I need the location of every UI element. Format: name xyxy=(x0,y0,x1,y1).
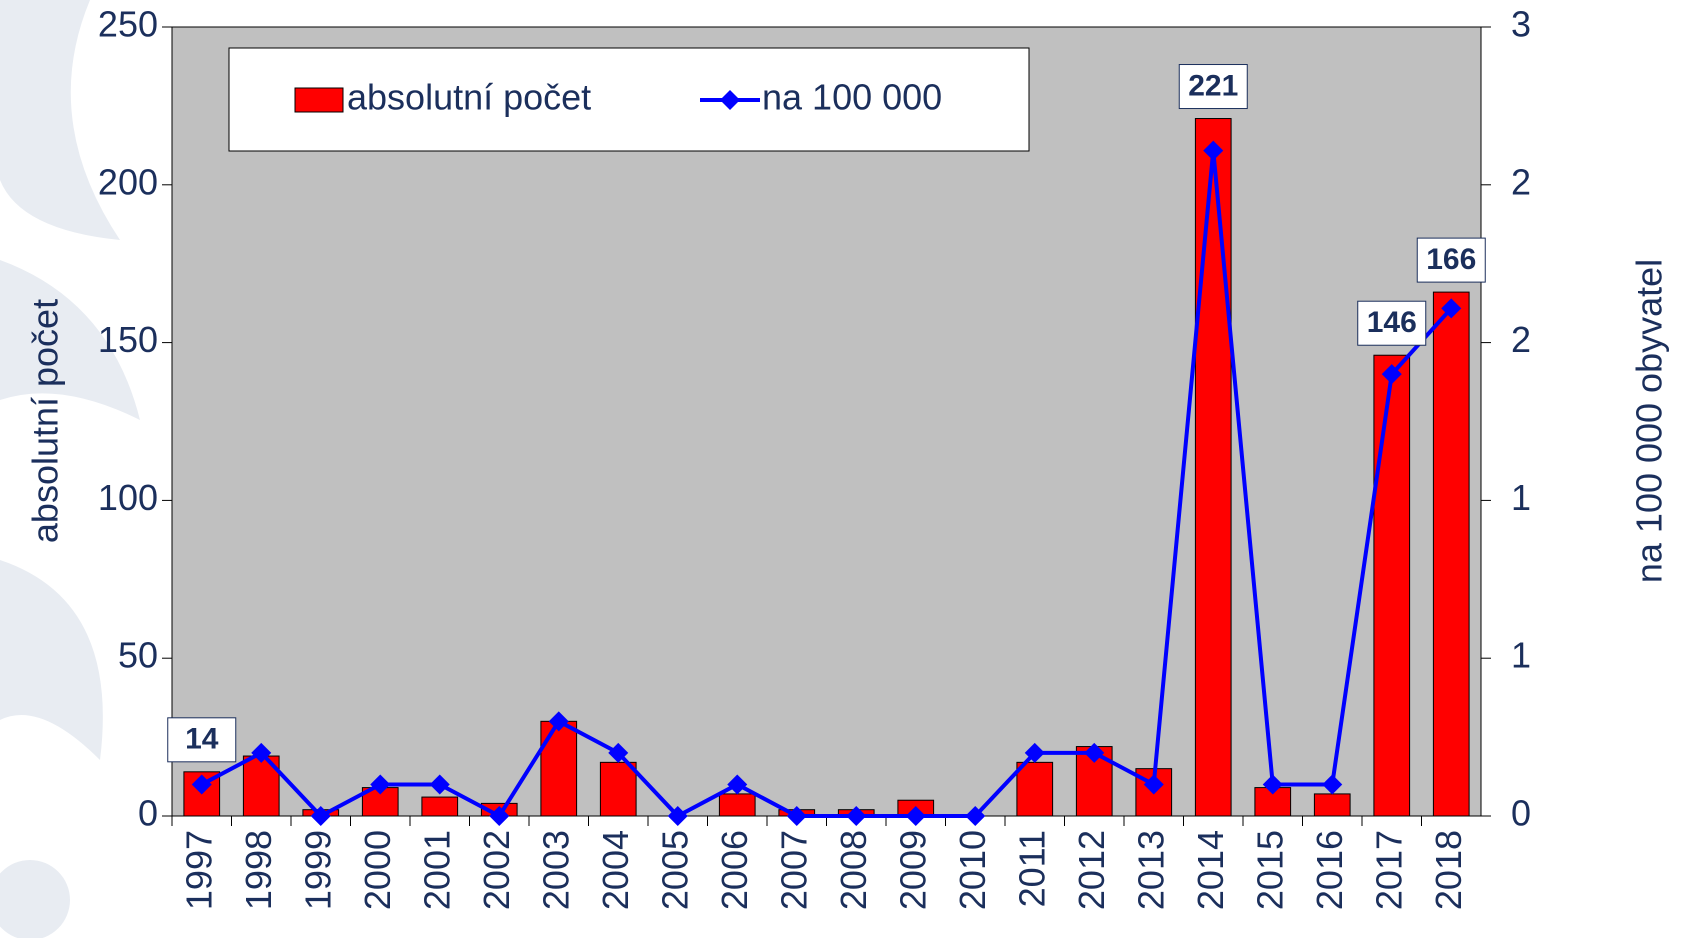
x-tick-label: 2003 xyxy=(535,830,576,910)
bar xyxy=(541,721,577,816)
bar xyxy=(1433,292,1469,816)
y2-tick-label: 2 xyxy=(1511,161,1531,202)
x-tick-label: 2018 xyxy=(1428,830,1469,910)
y2-tick-label: 3 xyxy=(1511,4,1531,45)
y-tick-label: 250 xyxy=(98,4,158,45)
bar xyxy=(719,794,755,816)
y2-tick-label: 2 xyxy=(1511,319,1531,360)
x-tick-label: 2014 xyxy=(1190,830,1231,910)
y-axis-title: absolutní počet xyxy=(25,299,66,543)
bar xyxy=(1017,762,1053,816)
data-label: 14 xyxy=(185,723,219,756)
x-tick-label: 1997 xyxy=(178,830,219,910)
y2-tick-label: 1 xyxy=(1511,477,1531,518)
bar xyxy=(1374,355,1410,816)
y2-axis-title: na 100 000 obyvatel xyxy=(1629,259,1670,583)
x-tick-label: 2013 xyxy=(1130,830,1171,910)
chart: absolutní počet na 100 000 obyvatel 0 50 1… xyxy=(0,0,1689,938)
x-tick-label: 2006 xyxy=(714,830,755,910)
data-label: 166 xyxy=(1426,243,1476,276)
legend-swatch xyxy=(295,88,343,112)
x-tick-label: 2004 xyxy=(595,830,636,910)
x-tick-label: 2002 xyxy=(476,830,517,910)
x-tick-label: 2009 xyxy=(892,830,933,910)
y-tick-label: 150 xyxy=(98,319,158,360)
data-label: 221 xyxy=(1188,69,1238,102)
y2-tick-label: 1 xyxy=(1511,635,1531,676)
x-tick-label: 1999 xyxy=(297,830,338,910)
x-tick-label: 2005 xyxy=(654,830,695,910)
background-decoration xyxy=(0,0,140,938)
bar xyxy=(1314,794,1350,816)
x-tick-label: 2008 xyxy=(833,830,874,910)
bar xyxy=(1195,119,1231,816)
bar xyxy=(422,797,458,816)
x-tick-label: 2010 xyxy=(952,830,993,910)
data-label: 146 xyxy=(1367,306,1417,339)
x-tick-label: 1998 xyxy=(238,830,279,910)
x-tick-label: 2012 xyxy=(1071,830,1112,910)
bar xyxy=(600,762,636,816)
legend-label: na 100 000 xyxy=(762,77,942,118)
y2-tick-label: 0 xyxy=(1511,793,1531,834)
legend-label: absolutní počet xyxy=(347,77,591,118)
x-tick-label: 2000 xyxy=(357,830,398,910)
y-tick-label: 100 xyxy=(98,477,158,518)
y-tick-label: 50 xyxy=(118,635,158,676)
y-tick-label: 0 xyxy=(138,793,158,834)
x-tick-label: 2007 xyxy=(773,830,814,910)
x-tick-label: 2011 xyxy=(1011,830,1052,907)
x-tick-label: 2015 xyxy=(1249,830,1290,910)
y-tick-label: 200 xyxy=(98,161,158,202)
x-tick-label: 2016 xyxy=(1309,830,1350,910)
x-tick-label: 2017 xyxy=(1368,830,1409,910)
x-tick-label: 2001 xyxy=(416,830,457,910)
